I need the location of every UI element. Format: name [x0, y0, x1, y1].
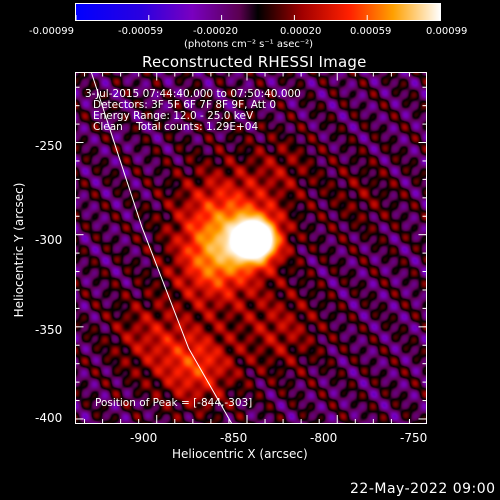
y-axis-label: Heliocentric Y (arcsec) [12, 182, 26, 318]
footer-date: 22-May-2022 09:00 [350, 481, 496, 497]
detectors-text: Detectors: 3F 5F 6F 7F 8F 9F, Att 0 [93, 99, 277, 111]
colorbar-tick-1: -0.00059 [118, 26, 163, 37]
y-tick-label-1: -300 [35, 233, 63, 247]
x-tick-label-2: -800 [310, 431, 338, 445]
colorbar-tick-5: 0.00099 [426, 26, 468, 37]
x-tick-label-0: -900 [130, 431, 158, 445]
y-tick-label-3: -400 [35, 411, 63, 425]
x-tick-label-1: -850 [220, 431, 248, 445]
clean-counts-text: Clean Total counts: 1.29E+04 [93, 121, 259, 133]
colorbar-tick-4: 0.00059 [350, 26, 392, 37]
plot-area: 3-Jul-2015 07:44:40.000 to 07:50:40.000 … [75, 72, 427, 424]
x-axis-label: Heliocentric X (arcsec) [172, 447, 308, 461]
y-tick-label-2: -350 [35, 323, 63, 337]
energy-range-text: Energy Range: 12.0 - 25.0 keV [93, 110, 254, 122]
colorbar-tick-2: -0.00020 [193, 26, 238, 37]
heatmap-image [75, 72, 427, 424]
colorbar-tick-3: 0.00020 [280, 26, 322, 37]
chart-title: Reconstructed RHESSI Image [142, 53, 367, 71]
time-range-text: 3-Jul-2015 07:44:40.000 to 07:50:40.000 [85, 88, 301, 100]
y-tick-label-0: -250 [35, 139, 63, 153]
colorbar-tick-0: -0.00099 [29, 26, 74, 37]
colorbar [75, 3, 441, 21]
x-tick-label-3: -750 [400, 431, 428, 445]
peak-position-text: Position of Peak = [-844,-303] [95, 397, 253, 409]
colorbar-unit-label: (photons cm⁻² s⁻¹ asec⁻²) [184, 39, 314, 50]
solar-limb-line [90, 72, 233, 424]
